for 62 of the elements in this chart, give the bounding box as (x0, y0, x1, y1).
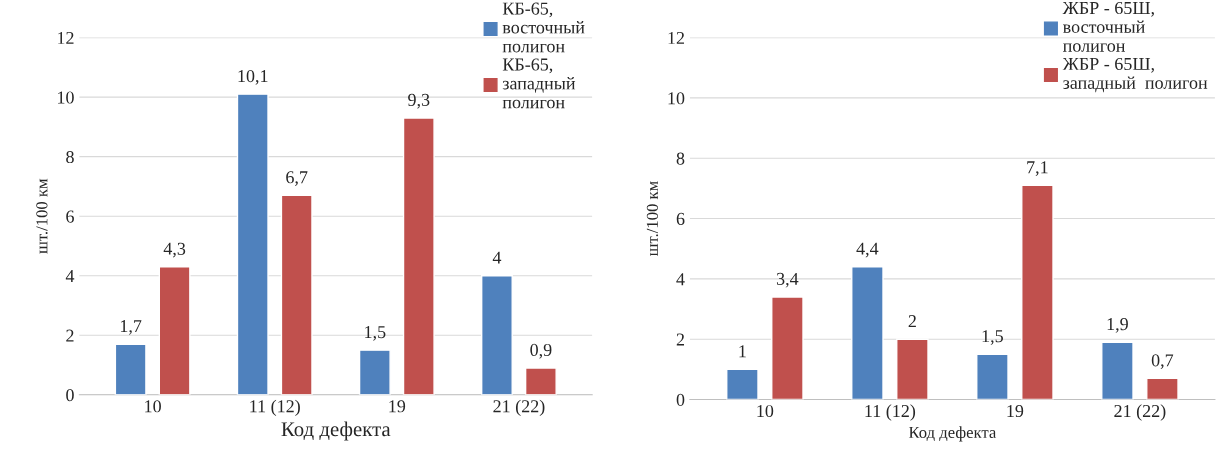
data-label: 3,4 (776, 272, 799, 288)
data-label: 1,9 (1107, 318, 1128, 333)
y-tick-label: 6 (66, 210, 74, 223)
x-tick-label: 11 (12) (865, 404, 916, 421)
y-axis-title: шт./100 км (36, 178, 48, 254)
x-tick-label: 10 (757, 404, 774, 418)
bar (358, 349, 391, 395)
bar (1101, 341, 1134, 400)
data-label: 0,7 (1151, 354, 1174, 369)
bar (1021, 184, 1054, 400)
y-tick-label: 6 (676, 212, 685, 225)
data-label: 7,1 (1027, 161, 1048, 176)
bar (771, 296, 804, 400)
bar (896, 338, 929, 400)
data-label: 1,7 (120, 320, 142, 335)
bar (1146, 377, 1179, 400)
data-label: 4,4 (856, 242, 879, 258)
x-tick-label: 19 (389, 400, 406, 413)
bar (114, 343, 147, 395)
y-tick-label: 2 (676, 333, 685, 346)
bar (524, 367, 557, 395)
y-tick-label: 10 (668, 92, 685, 105)
bar (236, 93, 269, 395)
x-tick-label: 21 (22) (1114, 404, 1166, 421)
y-tick-label: 0 (66, 389, 74, 402)
x-axis-title: Код дефекта (908, 426, 997, 442)
data-label: 4,3 (163, 242, 186, 258)
y-tick-label: 8 (676, 152, 685, 165)
y-axis-title: шт./100 км (646, 181, 659, 256)
data-label: 0,9 (530, 343, 552, 359)
y-tick-label: 12 (58, 31, 74, 44)
data-label: 1 (739, 345, 746, 358)
y-tick-label: 10 (58, 91, 74, 104)
bar (402, 117, 435, 395)
data-label: 4 (492, 251, 502, 264)
y-tick-label: 4 (65, 270, 75, 282)
legend-label: КБ-65, западный полигон (502, 58, 576, 109)
x-axis-title: Код дефекта (281, 421, 391, 441)
data-label: 10,1 (238, 69, 268, 85)
legend-label: ЖБР - 65Ш, западный полигон (1062, 57, 1208, 93)
y-tick-label: 0 (676, 393, 685, 406)
bar (976, 353, 1009, 400)
bar (851, 266, 884, 400)
bar (158, 266, 191, 395)
data-label: 6,7 (286, 171, 308, 186)
x-tick-label: 10 (145, 400, 161, 413)
data-label: 9,3 (408, 93, 430, 109)
bar (726, 368, 759, 400)
bar (280, 194, 313, 395)
data-label: 1,5 (982, 330, 1003, 345)
x-tick-label: 21 (22) (493, 399, 545, 417)
data-label: 2 (908, 315, 916, 327)
legend-label: ЖБР - 65Ш, восточный полигон (1062, 1, 1154, 52)
x-tick-label: 19 (1007, 404, 1024, 418)
y-tick-label: 4 (676, 273, 685, 286)
y-tick-label: 2 (66, 329, 74, 342)
data-label: 1,5 (365, 326, 386, 341)
y-tick-label: 12 (668, 31, 685, 44)
bar (480, 275, 513, 395)
x-tick-label: 11 (12) (250, 399, 300, 417)
legend-label: КБ-65, восточный полигон (502, 2, 585, 53)
y-tick-label: 8 (66, 150, 74, 164)
